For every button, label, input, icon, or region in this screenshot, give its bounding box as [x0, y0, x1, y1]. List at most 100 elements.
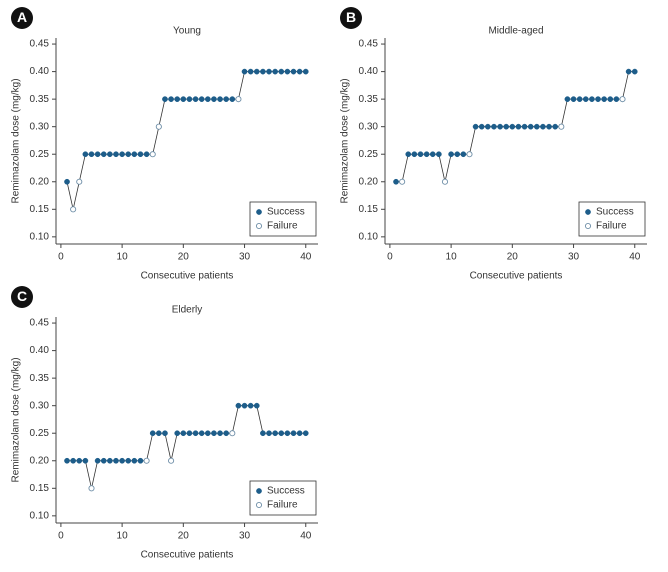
- success-point: [88, 151, 95, 158]
- failure-point: [88, 485, 95, 492]
- y-tick-label: 0.20: [30, 455, 50, 466]
- success-point: [198, 430, 205, 437]
- success-point: [143, 151, 150, 158]
- legend-label: Success: [596, 207, 634, 218]
- success-point: [204, 96, 211, 102]
- dose-line: [396, 71, 635, 183]
- success-point: [491, 123, 497, 130]
- success-point: [393, 178, 399, 185]
- success-point: [540, 123, 546, 130]
- panel-label: A: [17, 9, 27, 25]
- failure-point: [149, 151, 156, 158]
- y-tick-label: 0.35: [30, 94, 50, 105]
- success-point: [174, 96, 181, 102]
- success-point: [576, 96, 583, 102]
- success-point: [174, 430, 181, 437]
- success-point: [82, 457, 89, 464]
- panel: 0.10 0.15 0.20 0.25 0.30 0.35 0.40 0.45 0 10 20 30 4…: [11, 7, 318, 282]
- dose-line: [66, 71, 306, 210]
- success-point: [417, 151, 424, 158]
- y-tick-label: 0.10: [30, 231, 50, 242]
- legend-box: [249, 201, 317, 237]
- y-axis-label: Remimazolam dose (mg/kg): [11, 357, 22, 482]
- success-point: [253, 68, 260, 75]
- success-point: [589, 96, 595, 102]
- success-point: [272, 68, 278, 75]
- y-tick-label: 0.40: [30, 345, 50, 356]
- success-point: [613, 96, 620, 102]
- y-tick-label: 0.30: [359, 121, 379, 132]
- success-point: [119, 151, 125, 158]
- success-point: [497, 123, 503, 130]
- failure-point: [441, 178, 449, 185]
- panel: 0.10 0.15 0.20 0.25 0.30 0.35 0.40 0.45 0 10 20 30 4…: [340, 7, 647, 282]
- success-point: [601, 96, 607, 102]
- success-point: [168, 96, 174, 102]
- success-point: [533, 123, 540, 130]
- success-point: [296, 430, 303, 437]
- success-point: [137, 151, 144, 158]
- legend-label: Failure: [267, 500, 298, 511]
- success-point: [186, 430, 193, 437]
- success-point: [436, 151, 442, 158]
- success-point: [64, 457, 70, 464]
- success-point: [125, 151, 132, 158]
- success-point: [429, 151, 436, 158]
- x-axis-label: Consecutive patients: [141, 550, 234, 561]
- legend-box: [578, 201, 646, 237]
- failure-point: [76, 178, 83, 185]
- y-tick-label: 0.20: [30, 176, 50, 187]
- success-point: [290, 430, 297, 437]
- success-point: [570, 96, 577, 102]
- success-point: [198, 96, 205, 102]
- success-point: [137, 457, 144, 464]
- y-axis-label: Remimazolam dose (mg/kg): [340, 78, 351, 203]
- legend-marker: [255, 222, 263, 230]
- x-tick-label: 40: [300, 531, 312, 542]
- y-tick-label: 0.40: [359, 66, 379, 77]
- y-tick-label: 0.45: [30, 39, 50, 50]
- success-point: [107, 457, 113, 464]
- y-tick-label: 0.15: [30, 483, 50, 494]
- success-point: [296, 68, 303, 75]
- success-point: [448, 151, 454, 158]
- success-point: [515, 123, 522, 130]
- x-tick-label: 10: [117, 531, 129, 542]
- y-axis-label: Remimazolam dose (mg/kg): [11, 78, 22, 203]
- legend-label: Success: [267, 207, 305, 218]
- x-tick-label: 0: [58, 252, 64, 263]
- y-tick-label: 0.30: [30, 121, 50, 132]
- success-point: [107, 151, 113, 158]
- x-tick-label: 30: [239, 252, 251, 263]
- failure-point: [143, 457, 150, 464]
- success-point: [162, 96, 168, 102]
- success-point: [290, 68, 297, 75]
- success-point: [284, 68, 291, 75]
- success-point: [484, 123, 491, 130]
- success-point: [260, 430, 266, 437]
- success-point: [217, 96, 223, 102]
- success-point: [278, 68, 285, 75]
- success-point: [100, 457, 107, 464]
- success-point: [211, 430, 217, 437]
- success-point: [405, 151, 412, 158]
- success-point: [94, 151, 101, 158]
- y-tick-label: 0.25: [359, 149, 379, 160]
- success-point: [125, 457, 132, 464]
- x-tick-label: 20: [178, 252, 190, 263]
- success-point: [76, 457, 83, 464]
- success-point: [241, 68, 248, 75]
- success-point: [278, 430, 285, 437]
- x-tick-label: 30: [568, 252, 580, 263]
- success-point: [149, 430, 156, 437]
- success-point: [94, 457, 101, 464]
- y-tick-label: 0.10: [30, 510, 50, 521]
- panel: 0.10 0.15 0.20 0.25 0.30 0.35 0.40 0.45 0 10 20 30 4…: [11, 286, 318, 561]
- panel-badge: [11, 286, 33, 308]
- success-point: [411, 151, 418, 158]
- success-point: [82, 151, 89, 158]
- failure-point: [399, 178, 406, 185]
- x-tick-label: 0: [58, 531, 64, 542]
- legend-marker: [585, 209, 591, 215]
